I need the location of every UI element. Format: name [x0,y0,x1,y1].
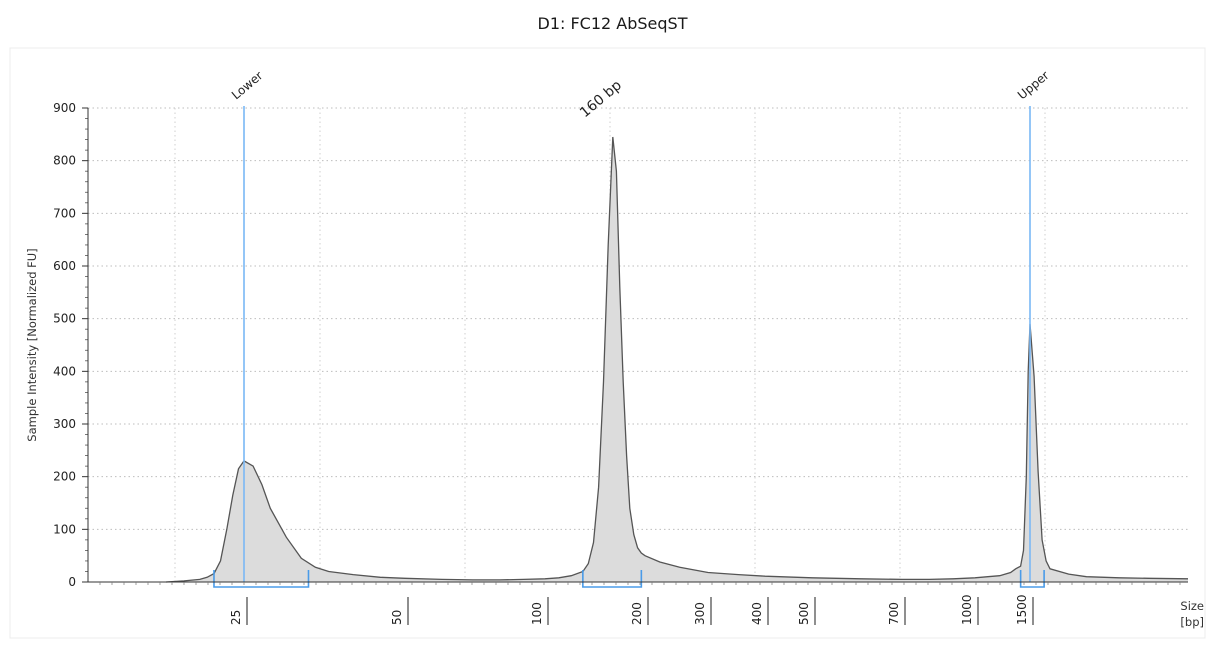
peak-labels: Lower 160 bp Upper [229,68,1052,121]
peak-region-bracket [213,570,310,588]
x-axis-title-unit: [bp] [1180,615,1204,629]
y-tick-label: 200 [53,470,76,484]
x-tick-label: 500 [797,602,811,625]
chart-frame [9,47,1206,639]
axes: 0 100 200 300 400 500 600 700 800 900 25 50 100 200 30… [53,101,1188,625]
y-tick-label: 800 [53,154,76,168]
y-tick-label: 900 [53,101,76,115]
peak-label: 160 bp [577,77,625,121]
y-tick-label: 600 [53,259,76,273]
trace-line [165,136,1189,583]
x-tick-label: 700 [887,602,901,625]
x-tick-label: 400 [750,602,764,625]
x-tick-label: 1000 [960,594,974,625]
peak-regions [213,570,1045,588]
x-axis-title-size: Size [1180,599,1204,613]
y-tick-label: 400 [53,364,76,378]
x-tick-label: 100 [530,602,544,625]
y-tick-label: 0 [68,575,76,589]
gridlines [88,107,1188,582]
peak-label: Upper [1015,68,1052,102]
peak-label: Lower [229,68,266,102]
trace-fill [166,137,1188,582]
chart-title: D1: FC12 AbSeqST [537,14,688,33]
peak-region-bracket [1019,570,1045,588]
y-axis-title: Sample Intensity [Normalized FU] [25,248,39,441]
x-tick-label: 50 [390,610,404,625]
y-tick-label: 700 [53,206,76,220]
y-tick-label: 500 [53,312,76,326]
trace-area [165,136,1189,583]
x-tick-label: 300 [693,602,707,625]
x-tick-label: 1500 [1015,594,1029,625]
y-tick-label: 300 [53,417,76,431]
x-tick-label: 200 [630,602,644,625]
y-tick-label: 100 [53,522,76,536]
marker-lines [243,106,1031,582]
x-tick-label: 25 [229,610,243,625]
peak-region-bracket [582,570,643,588]
